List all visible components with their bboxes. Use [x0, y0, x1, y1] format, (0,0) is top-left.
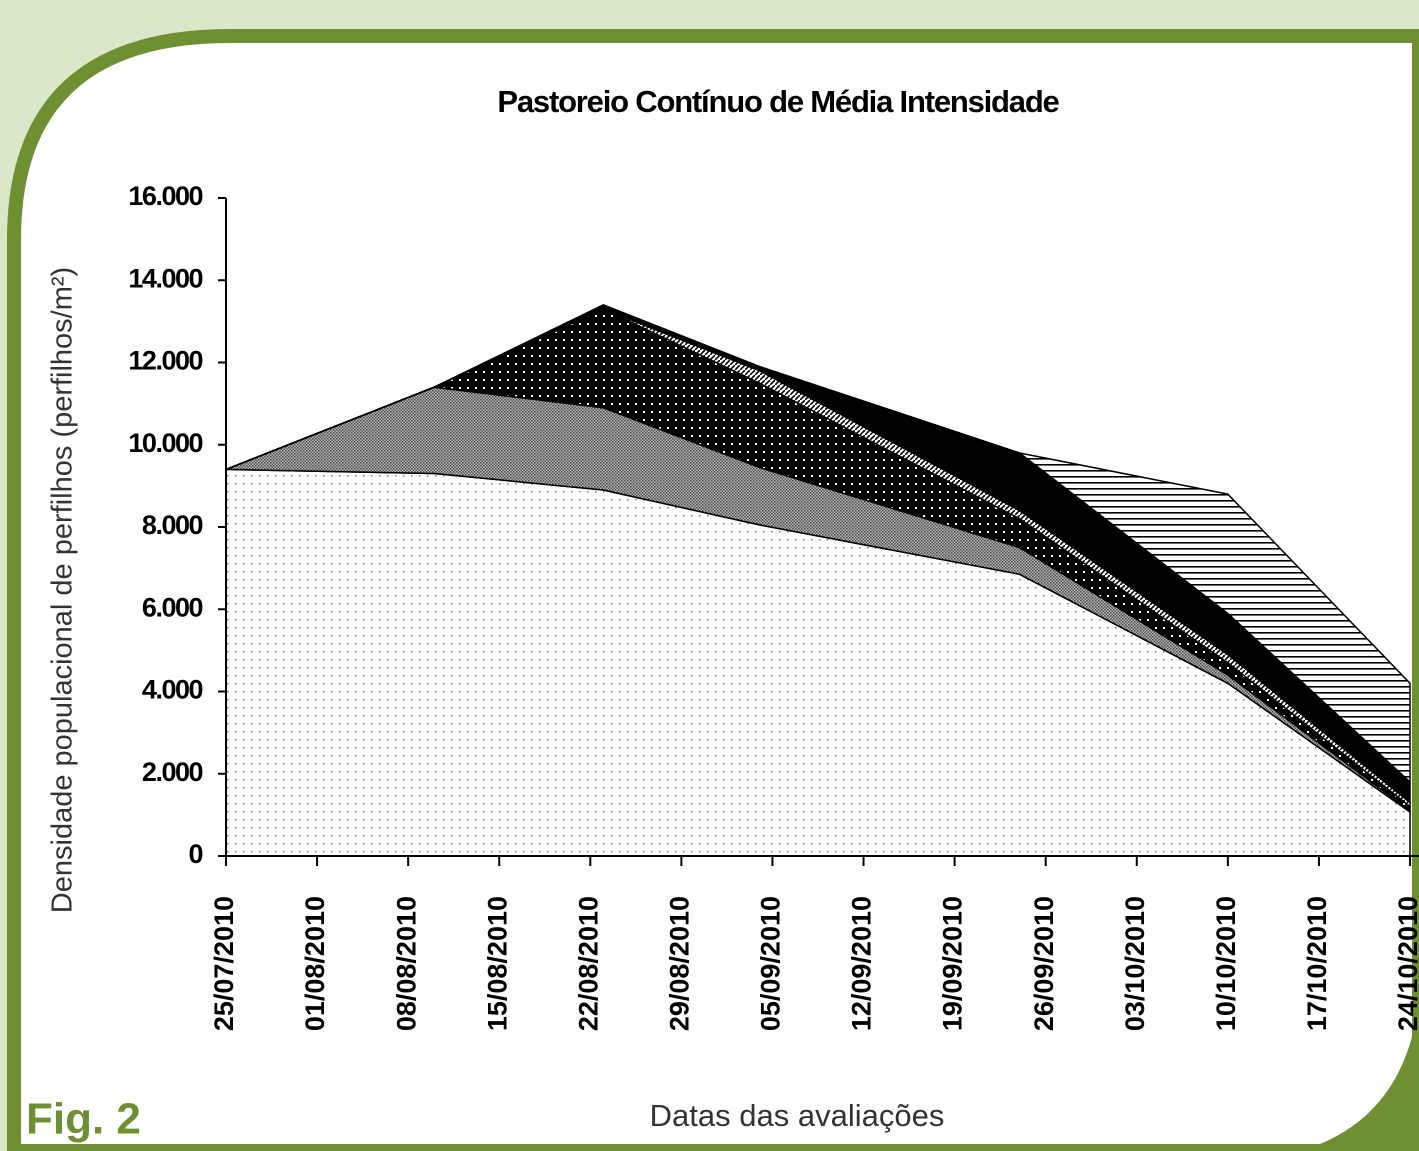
y-tick-label: 14.000	[128, 263, 202, 293]
area	[225, 304, 1411, 784]
x-tick-label: 29/08/2010	[665, 896, 695, 1031]
chart-title: Pastoreio Contínuo de Média Intensidade	[497, 84, 1059, 119]
y-tick-label: 8.000	[142, 510, 203, 540]
x-tick-label: 12/09/2010	[847, 896, 877, 1031]
x-tick-label: 24/10/2010	[1393, 896, 1419, 1031]
y-tick-label: 2.000	[142, 757, 203, 787]
x-tick-label: 17/10/2010	[1302, 896, 1332, 1031]
y-axis-label: Densidade populacional de perfilhos (per…	[47, 267, 79, 913]
x-tick-label: 05/09/2010	[756, 896, 786, 1031]
x-tick-label: 01/08/2010	[300, 896, 330, 1031]
corner	[1300, 1000, 1419, 1151]
x-tick-label: 26/09/2010	[1029, 896, 1059, 1031]
x-tick-label: 15/08/2010	[482, 896, 512, 1031]
y-tick-label: 16.000	[128, 181, 202, 211]
y-tick-label: 10.000	[128, 428, 202, 458]
x-tick-label: 08/08/2010	[391, 896, 421, 1031]
x-tick-label: 19/09/2010	[938, 896, 968, 1031]
x-tick-label: 10/10/2010	[1211, 896, 1241, 1031]
y-tick-label: 0	[188, 839, 202, 869]
x-tick-label: 22/08/2010	[573, 896, 603, 1031]
y-tick-label: 12.000	[128, 346, 202, 376]
y-tick-label: 6.000	[142, 592, 203, 622]
figure-label: Fig. 2	[26, 1095, 141, 1144]
x-axis-label: Datas das avaliações	[650, 1098, 945, 1133]
x-tick-label: 25/07/2010	[209, 896, 239, 1031]
x-tick-label: 03/10/2010	[1120, 896, 1150, 1031]
y-tick-label: 4.000	[142, 675, 203, 705]
